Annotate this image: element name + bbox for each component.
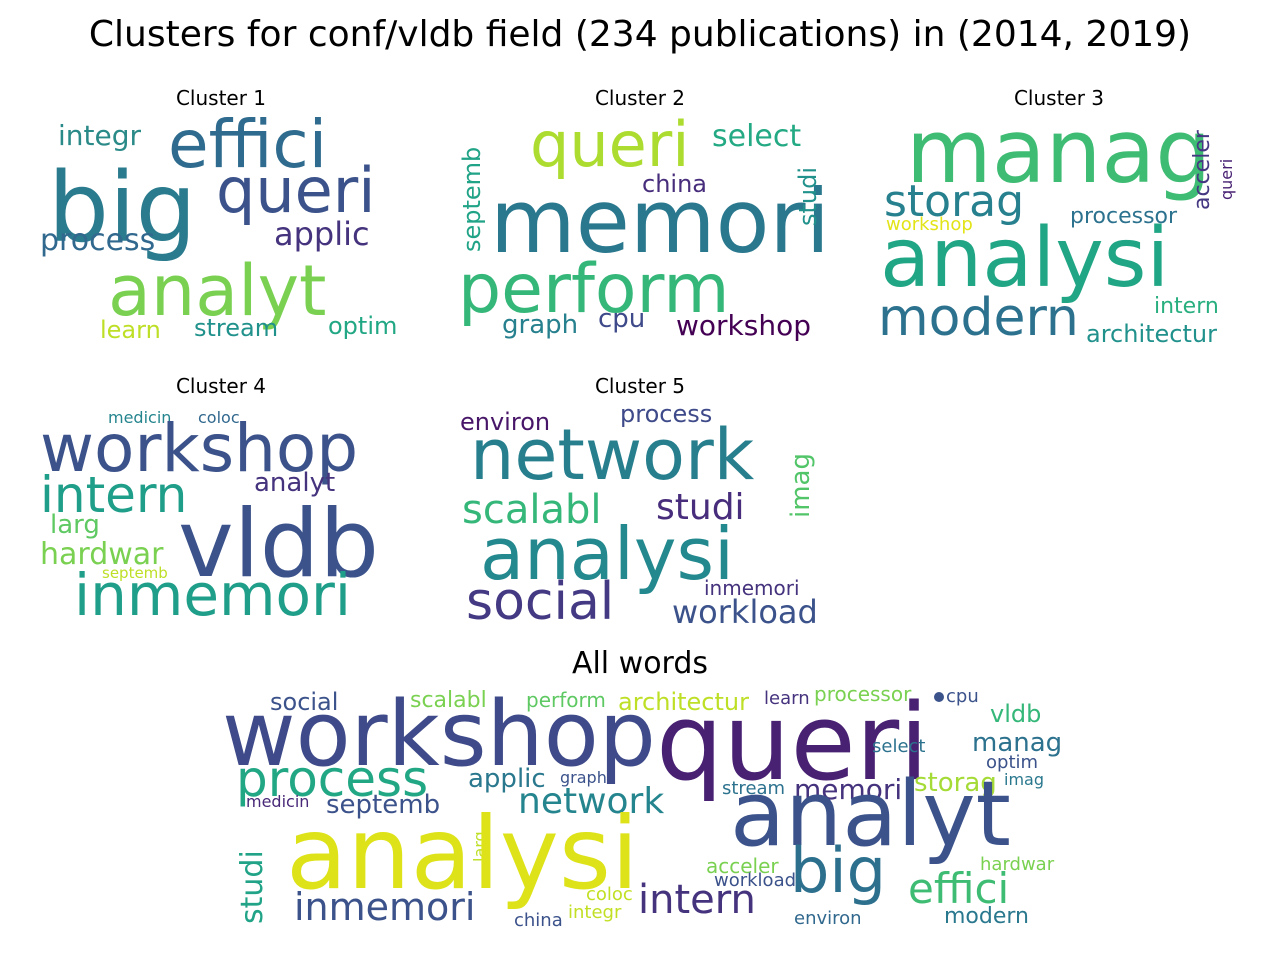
cluster-5-word-analysi: analysi xyxy=(480,512,735,596)
all-words-word-graph: graph xyxy=(560,768,607,787)
cluster-5-word-process: process xyxy=(620,400,713,428)
cluster-3-word-processor: processor xyxy=(1070,204,1178,229)
cluster-1-word-stream: stream xyxy=(194,314,279,342)
all-words-word-processor: processor xyxy=(814,682,912,706)
cluster-1-word-optim: optim xyxy=(328,312,398,340)
all-words-word-storag: storag xyxy=(914,768,997,798)
all-words-word-memori: memori xyxy=(794,773,903,806)
cluster-1-word-queri: queri xyxy=(216,154,376,227)
cluster-2-word-select: select xyxy=(712,119,802,154)
all-words-word-workload: workload xyxy=(714,870,797,891)
cluster-3-word-acceler: acceler xyxy=(1190,130,1215,210)
cluster-2-word-cpu: cpu xyxy=(598,304,646,334)
cluster-2-title: Cluster 2 xyxy=(594,86,686,110)
all-words-word-manag: manag xyxy=(972,728,1063,758)
cluster-5-word-environ: environ xyxy=(460,408,551,436)
all-words-word-studi: studi xyxy=(235,850,270,924)
all-words-word-social: social xyxy=(270,688,339,716)
all-words-word-hardwar: hardwar xyxy=(980,854,1055,875)
cluster-2-word-queri: queri xyxy=(530,108,690,181)
all-words-word-analysi: analysi xyxy=(286,795,639,912)
cluster-4-word-medicin: medicin xyxy=(108,408,172,427)
all-words-word-queri: queri xyxy=(656,681,929,804)
cluster-4-word-larg: larg xyxy=(50,510,100,540)
cluster-4-word-workshop: workshop xyxy=(40,410,359,487)
cluster-2-word-memori: memori xyxy=(490,170,831,273)
cluster-5-word-scalabl: scalabl xyxy=(462,487,602,533)
all-words-word-analyt: analyt xyxy=(730,762,1011,867)
cluster-5-word-inmemori: inmemori xyxy=(704,576,800,600)
all-words-word-coloc: coloc xyxy=(586,884,633,905)
all-words-word-cpu: cpu xyxy=(946,686,979,707)
all-words-word-china: china xyxy=(514,910,563,931)
cluster-2-word-studi: studi xyxy=(794,166,822,226)
cluster-3-word-queri: queri xyxy=(1217,158,1236,200)
all-words-word-inmemori: inmemori xyxy=(294,885,476,929)
cluster-4-word-hardwar: hardwar xyxy=(40,537,164,572)
cluster-2-word-graph: graph xyxy=(502,310,579,340)
cluster-1-word-big: big xyxy=(48,152,197,264)
cluster-3-word-workshop: workshop xyxy=(886,214,973,235)
cluster-3-title: Cluster 3 xyxy=(1013,86,1105,110)
all-words-dot-mark xyxy=(934,692,944,702)
cluster-2-word-perform: perform xyxy=(458,250,730,329)
all-words-word-integr: integr xyxy=(568,902,622,923)
all-words-word-workshop: workshop xyxy=(222,682,656,787)
all-words-word-effici: effici xyxy=(908,864,1010,913)
cluster-5-word-workload: workload xyxy=(672,593,818,631)
cluster-3-word-analysi: analysi xyxy=(880,211,1170,306)
all-words-word-stream: stream xyxy=(722,778,786,799)
cluster-5-word-network: network xyxy=(470,414,755,496)
cluster-3-word-storag: storag xyxy=(884,176,1025,227)
cluster-4-word-coloc: coloc xyxy=(198,408,240,427)
all-words-word-vldb: vldb xyxy=(990,700,1042,728)
all-words-word-applic: applic xyxy=(468,764,546,794)
all-words-word-architectur: architectur xyxy=(618,688,749,716)
all-words-word-modern: modern xyxy=(944,904,1029,929)
cluster-3-word-intern: intern xyxy=(1154,294,1219,319)
cluster-2-word-septemb: septemb xyxy=(458,146,486,252)
all-words-word-optim: optim xyxy=(986,752,1039,773)
cluster-5-word-social: social xyxy=(466,572,615,632)
cluster-5-word-studi: studi xyxy=(656,487,745,528)
cluster-1-word-applic: applic xyxy=(274,215,370,253)
cluster-1-word-process: process xyxy=(40,223,156,258)
cluster-4-word-intern: intern xyxy=(40,466,188,524)
all-words-word-network: network xyxy=(518,781,665,822)
all-words-word-intern: intern xyxy=(638,877,756,923)
all-words-title: All words xyxy=(571,646,709,681)
figure-title: Clusters for conf/vldb field (234 public… xyxy=(88,14,1192,55)
cluster-3-word-modern: modern xyxy=(878,288,1079,348)
all-words-word-medicin: medicin xyxy=(246,792,310,811)
cluster-2-word-workshop: workshop xyxy=(676,309,811,342)
all-words-word-septemb: septemb xyxy=(326,790,441,820)
all-words-word-acceler: acceler xyxy=(706,854,779,878)
all-words-word-imag: imag xyxy=(1004,770,1044,789)
cluster-1-word-integr: integr xyxy=(58,119,142,152)
cluster-5-title: Cluster 5 xyxy=(594,374,686,398)
all-words-word-select: select xyxy=(872,736,926,757)
all-words-word-environ: environ xyxy=(794,908,862,929)
cluster-3-word-architectur: architectur xyxy=(1086,320,1217,348)
all-words-word-scalabl: scalabl xyxy=(410,688,487,713)
cluster-4-word-analyt: analyt xyxy=(254,468,336,498)
cluster-4-word-inmemori: inmemori xyxy=(74,561,352,629)
all-words-word-learn: learn xyxy=(764,688,810,709)
all-words-word-perform: perform xyxy=(526,688,606,712)
all-words-word-process: process xyxy=(236,750,429,808)
all-words-word-big: big xyxy=(790,834,886,907)
cluster-1-title: Cluster 1 xyxy=(175,86,267,110)
cluster-4-word-vldb: vldb xyxy=(178,490,380,599)
cluster-1-word-effici: effici xyxy=(168,106,328,183)
cluster-3-word-manag: manag xyxy=(906,100,1212,203)
cluster-1-word-analyt: analyt xyxy=(108,250,327,332)
cluster-4-word-septemb: septemb xyxy=(102,564,168,582)
cluster-4-title: Cluster 4 xyxy=(175,374,267,398)
cluster-2-word-china: china xyxy=(642,170,707,198)
cluster-5-word-imag: imag xyxy=(786,453,816,518)
cluster-1-word-learn: learn xyxy=(100,316,161,344)
